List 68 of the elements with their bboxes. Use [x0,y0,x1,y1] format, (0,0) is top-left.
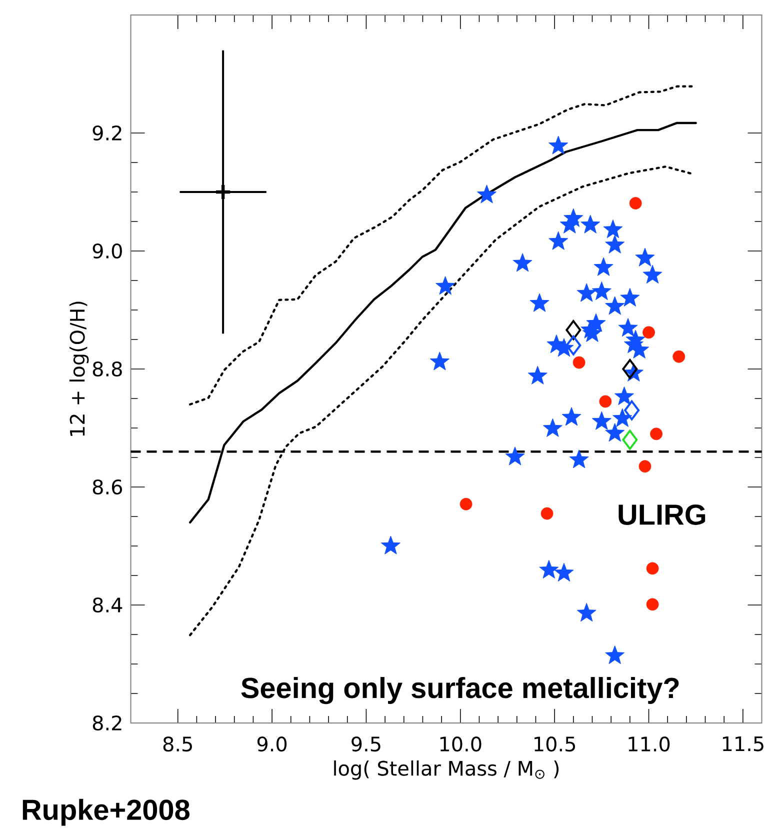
point [576,283,596,302]
point [214,183,232,201]
point [540,507,554,520]
annotation: ULIRG [618,504,705,525]
x-axis-title: log( Stellar Mass / M$_{⊙}$ ) [334,760,558,780]
point [629,197,642,210]
y-tick-label: 8.6 [92,479,122,495]
point [528,366,548,384]
point [624,400,640,420]
point [538,560,558,579]
point [638,460,651,473]
point [554,562,574,582]
point [565,320,581,340]
point [594,257,614,276]
point [604,423,624,442]
annotation: Seeing only surface metallicity? [241,677,678,704]
point [572,356,586,369]
x-tick-label: 9.0 [257,736,286,752]
point [560,214,580,234]
text: Rupke+2008 [22,798,190,826]
point [430,352,450,370]
point [604,296,624,315]
point [592,281,612,300]
y-tick-label: 9.2 [92,125,122,141]
point [476,184,496,204]
point [542,418,562,437]
point [548,136,568,154]
x-tick-label: 11.0 [628,736,670,752]
y-tick-label: 8.8 [92,361,122,377]
point [603,220,623,238]
point [618,318,638,337]
point [530,293,550,312]
point [569,450,589,468]
point [562,407,582,426]
point [565,335,581,356]
point [580,214,600,234]
y-tick-label: 8.4 [92,597,122,613]
point [622,430,638,450]
point [650,428,662,440]
point [380,536,400,554]
point [460,498,472,510]
point [672,350,685,363]
y-tick-label: 8.2 [92,715,122,731]
point [604,645,624,664]
point [548,231,568,250]
point [604,234,624,254]
x-tick-label: 10.0 [440,736,482,752]
point [512,253,532,272]
point [592,411,612,430]
y-axis-title: 12 + log(O/H) [69,302,89,436]
y-tick-label: 9.0 [92,243,122,259]
point [646,598,659,611]
point [642,264,662,284]
x-tick-label: 8.5 [163,736,192,752]
x-tick-label: 9.5 [351,736,380,752]
point [505,446,525,466]
x-tick-label: 10.5 [534,736,575,752]
point [614,386,634,406]
point [435,276,455,295]
point [620,288,640,307]
point [635,248,655,266]
x-tick-label: 11.5 [722,736,764,752]
point [576,603,596,622]
point [622,358,638,379]
point [599,395,612,408]
point [612,408,632,427]
point [646,562,659,575]
point [642,326,655,339]
